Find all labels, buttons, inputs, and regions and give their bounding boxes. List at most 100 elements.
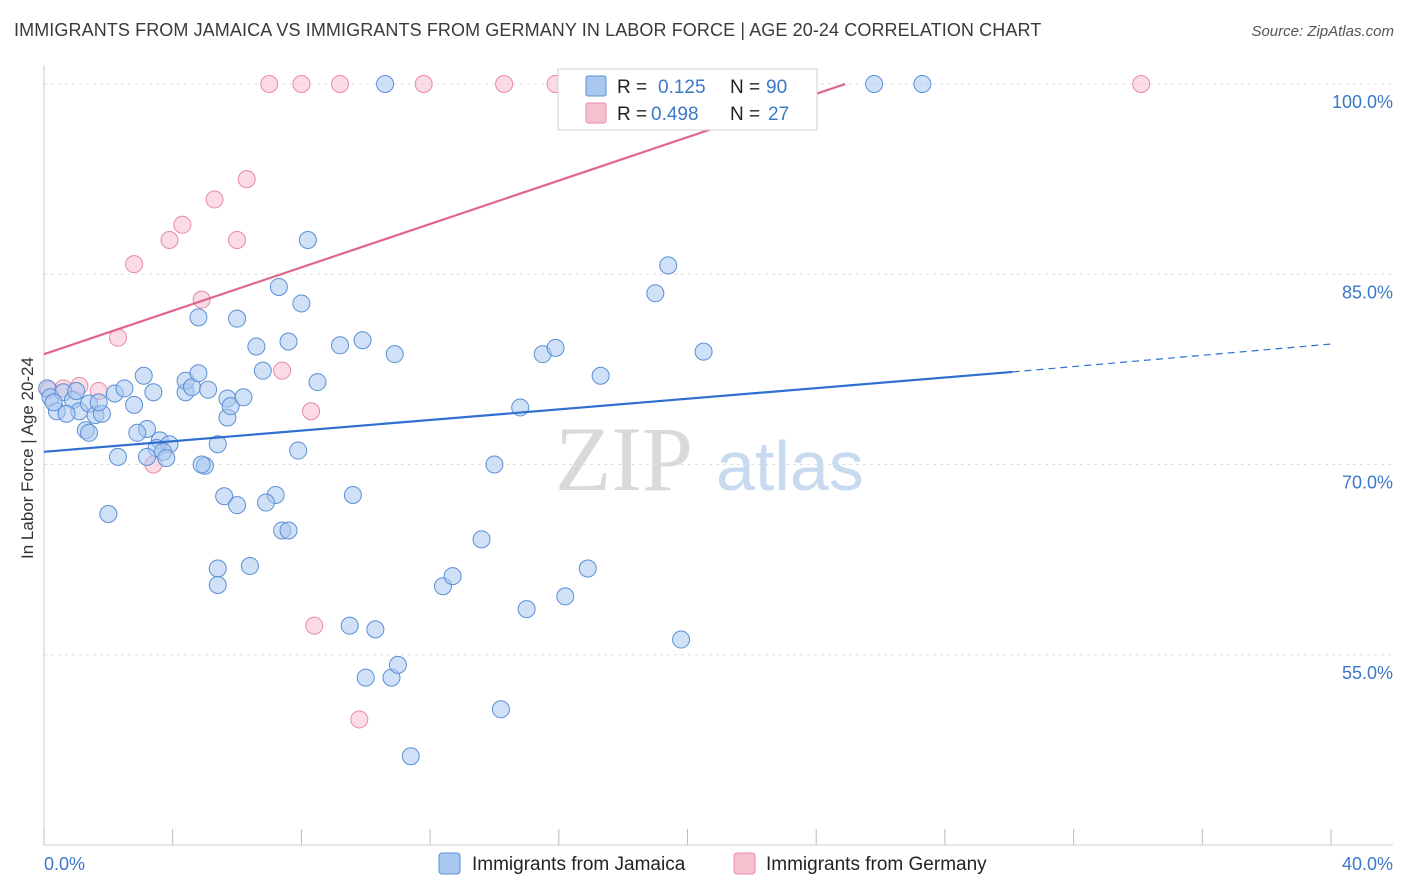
chart-title: IMMIGRANTS FROM JAMAICA VS IMMIGRANTS FR… <box>14 20 1042 40</box>
jamaica-point <box>134 366 153 385</box>
jamaica-point <box>298 231 317 250</box>
legend-swatch-jamaica <box>585 75 607 97</box>
jamaica-point <box>44 393 63 412</box>
germany-point <box>302 402 321 421</box>
legend-r-label-jamaica: R = <box>617 77 647 98</box>
jamaica-point <box>401 747 420 766</box>
germany-point <box>495 75 514 94</box>
jamaica-point <box>546 338 565 357</box>
germany-point <box>414 75 433 94</box>
y-axis-label: In Labor Force | Age 20-24 <box>18 357 37 559</box>
jamaica-point <box>208 559 227 578</box>
germany-point <box>205 190 224 209</box>
trend-line-jamaica-extension <box>1012 343 1332 373</box>
x-tick-label: 0.0% <box>44 854 85 874</box>
jamaica-point <box>234 388 253 407</box>
correlation-legend: R = 0.125 N = 90 R = 0.498 N = 27 <box>557 68 818 131</box>
series-jamaica-points <box>38 75 932 766</box>
jamaica-point <box>340 616 359 635</box>
jamaica-point <box>289 441 308 460</box>
legend-r-label-germany: R = <box>617 104 647 125</box>
x-tick-label: 40.0% <box>1342 854 1393 874</box>
y-tick-label: 100.0% <box>1332 92 1393 112</box>
series-germany-points <box>39 75 1151 729</box>
jamaica-point <box>109 447 128 466</box>
legend-swatch-germany-bottom <box>733 852 756 875</box>
legend-n-label-jamaica: N = <box>730 77 760 98</box>
germany-point <box>273 361 292 380</box>
series-legend: Immigrants from Jamaica Immigrants from … <box>438 852 987 875</box>
jamaica-point <box>659 256 678 275</box>
source-credit: Source: ZipAtlas.com <box>1251 23 1394 40</box>
jamaica-point <box>221 397 240 416</box>
germany-point <box>237 170 256 189</box>
jamaica-point <box>257 493 276 512</box>
jamaica-point <box>388 655 407 674</box>
y-tick-label: 85.0% <box>1342 282 1393 302</box>
legend-n-value-germany: 27 <box>768 104 789 125</box>
jamaica-point <box>247 337 266 356</box>
germany-point <box>292 75 311 94</box>
jamaica-point <box>292 294 311 313</box>
jamaica-point <box>356 668 375 687</box>
jamaica-point <box>672 630 691 649</box>
jamaica-point <box>578 559 597 578</box>
jamaica-point <box>331 336 350 355</box>
jamaica-point <box>591 366 610 385</box>
germany-point <box>1132 75 1151 94</box>
jamaica-point <box>343 485 362 504</box>
jamaica-point <box>199 380 218 399</box>
jamaica-point <box>472 530 491 549</box>
jamaica-point <box>208 576 227 594</box>
y-tick-label: 70.0% <box>1342 473 1393 493</box>
jamaica-point <box>192 455 211 474</box>
jamaica-point <box>57 404 76 423</box>
jamaica-point <box>269 277 288 296</box>
jamaica-point <box>67 381 86 400</box>
watermark-zip: ZIP <box>555 408 693 510</box>
jamaica-point <box>385 345 404 364</box>
germany-point <box>160 231 179 250</box>
germany-point <box>350 710 369 729</box>
watermark: ZIP atlas <box>555 408 864 510</box>
germany-point <box>192 290 211 309</box>
germany-point <box>305 616 324 635</box>
jamaica-point <box>517 600 536 619</box>
jamaica-point <box>240 556 259 575</box>
jamaica-point <box>279 332 298 351</box>
jamaica-point <box>228 309 247 328</box>
jamaica-point <box>215 487 234 506</box>
legend-swatch-germany <box>585 102 607 124</box>
legend-r-value-jamaica: 0.125 <box>658 77 706 98</box>
legend-r-value-germany: 0.498 <box>651 104 699 125</box>
jamaica-point <box>366 620 385 639</box>
jamaica-point <box>308 373 327 392</box>
jamaica-point <box>89 393 108 412</box>
jamaica-point <box>189 364 208 383</box>
legend-n-value-jamaica: 90 <box>766 77 787 98</box>
legend-swatch-jamaica-bottom <box>438 852 461 875</box>
jamaica-point <box>279 521 298 540</box>
legend-label-germany: Immigrants from Germany <box>766 854 987 875</box>
jamaica-point <box>253 361 272 380</box>
jamaica-point <box>485 455 504 474</box>
jamaica-point <box>125 395 144 414</box>
jamaica-point <box>137 447 156 466</box>
jamaica-point <box>144 383 163 402</box>
trend-line-jamaica <box>43 370 1013 453</box>
germany-point <box>173 215 192 234</box>
germany-point <box>228 231 247 250</box>
germany-point <box>260 75 279 94</box>
jamaica-point <box>556 587 575 606</box>
axes <box>43 65 1393 846</box>
jamaica-point <box>491 700 510 719</box>
jamaica-point <box>128 423 147 442</box>
jamaica-point <box>99 504 118 523</box>
tick-labels: 55.0% 70.0% 85.0% 100.0% 0.0% 40.0% <box>44 92 1393 874</box>
jamaica-point <box>157 449 176 468</box>
germany-point <box>125 255 144 274</box>
jamaica-point <box>228 496 247 515</box>
jamaica-point <box>694 342 713 361</box>
watermark-atlas: atlas <box>716 427 864 505</box>
